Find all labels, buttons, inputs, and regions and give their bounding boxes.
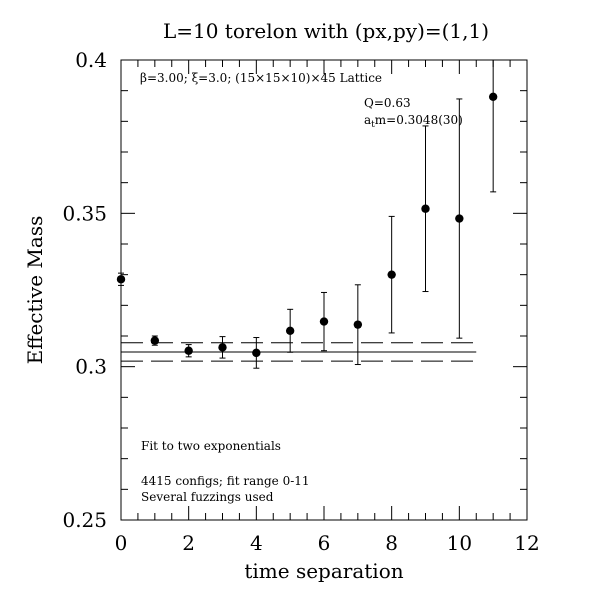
y-tick-label: 0.35: [62, 201, 107, 225]
axis-ticks: [120, 59, 528, 521]
mass-value: m=0.3048(30): [375, 113, 463, 127]
data-point: [488, 92, 498, 102]
y-tick-labels: 0.25 0.3 0.35 0.4: [62, 48, 107, 532]
chart-title: L=10 torelon with (px,py)=(1,1): [163, 19, 489, 43]
mass-subscript: t: [371, 120, 375, 130]
x-axis-label: time separation: [244, 559, 403, 583]
y-tick-label: 0.25: [62, 508, 107, 532]
y-tick-label: 0.4: [75, 48, 107, 72]
fit-annotation: Fit to two exponentials: [141, 439, 281, 453]
configs-annotation: 4415 configs; fit range 0-11: [141, 474, 310, 488]
data-point: [218, 343, 227, 352]
x-tick-labels: 0 2 4 6 8 10 12: [115, 531, 540, 555]
data-point: [184, 346, 193, 355]
data-point: [455, 214, 464, 223]
data-point: [421, 204, 430, 213]
x-tick-label: 12: [514, 531, 539, 555]
data-point: [150, 336, 160, 345]
x-tick-label: 0: [115, 531, 128, 555]
x-tick-label: 2: [182, 531, 195, 555]
data-point: [319, 317, 329, 326]
x-tick-label: 4: [250, 531, 263, 555]
lattice-annotation: β=3.00; ξ=3.0; (15×15×10)×45 Lattice: [140, 71, 382, 85]
data-points: [116, 92, 498, 358]
error-bars: [118, 60, 497, 369]
y-tick-label: 0.3: [75, 355, 107, 379]
data-point: [387, 270, 396, 279]
q-annotation: Q=0.63: [364, 96, 411, 110]
data-point: [252, 348, 261, 358]
x-tick-label: 10: [447, 531, 472, 555]
data-point: [116, 275, 126, 284]
fuzzings-annotation: Several fuzzings used: [141, 490, 274, 504]
mass-prefix: a: [364, 113, 371, 127]
data-point: [285, 326, 295, 335]
fit-band: [121, 342, 477, 362]
x-tick-label: 8: [385, 531, 398, 555]
mass-annotation: atm=0.3048(30): [364, 113, 463, 130]
x-tick-label: 6: [318, 531, 331, 555]
y-axis-label: Effective Mass: [23, 216, 47, 365]
data-point: [353, 320, 363, 329]
